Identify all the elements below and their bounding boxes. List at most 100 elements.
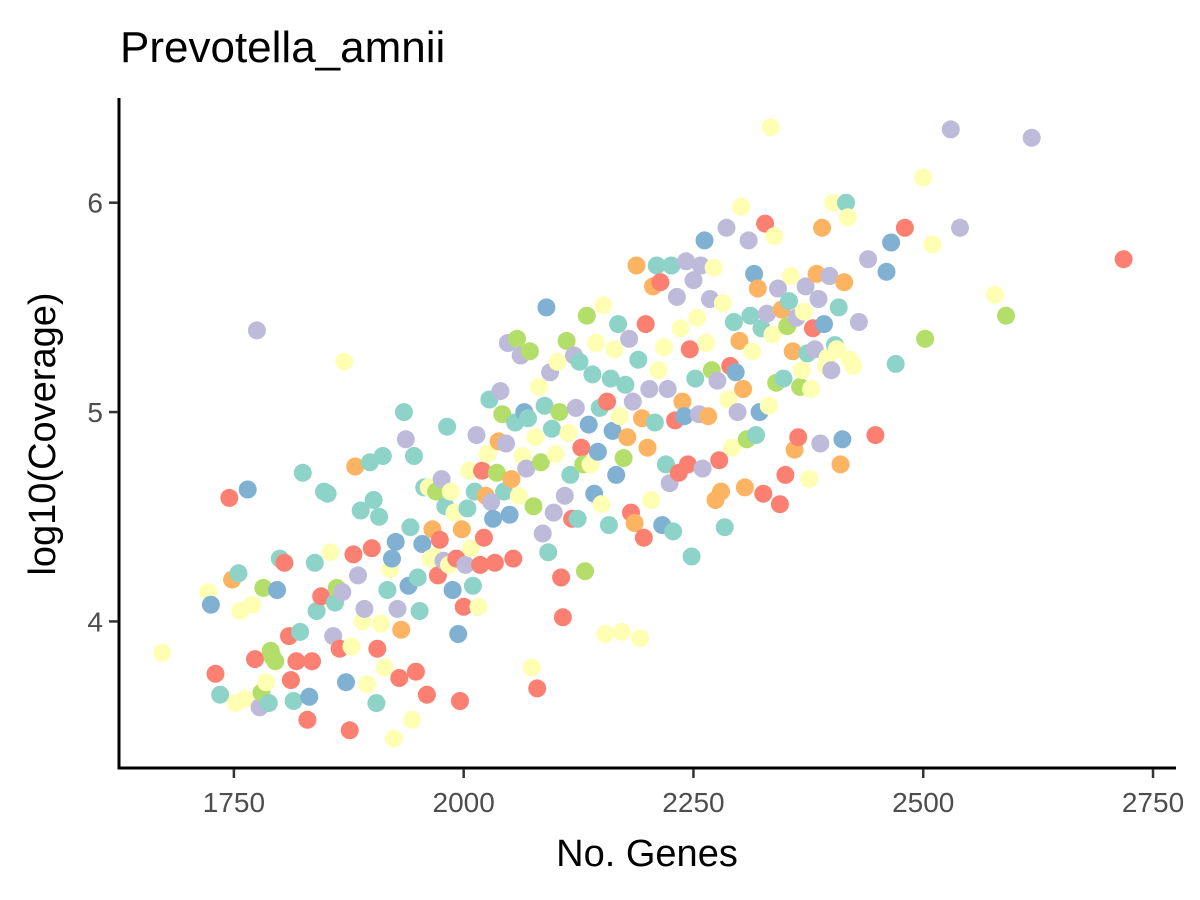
- data-point: [220, 488, 239, 507]
- data-point: [781, 267, 800, 285]
- y-ticks: 4 5 6: [87, 188, 118, 637]
- points-layer: [153, 118, 1133, 748]
- data-point: [533, 524, 552, 543]
- data-point: [362, 539, 381, 558]
- data-point: [588, 442, 607, 461]
- data-point: [254, 578, 273, 597]
- data-point: [783, 342, 802, 361]
- data-point: [638, 438, 657, 457]
- data-point: [473, 461, 492, 480]
- data-point: [678, 455, 697, 474]
- data-point: [452, 520, 471, 539]
- data-point: [456, 555, 475, 574]
- data-point: [555, 486, 574, 505]
- data-point: [526, 428, 545, 447]
- data-point: [451, 692, 469, 710]
- data-point: [866, 426, 885, 445]
- data-point: [247, 321, 266, 340]
- data-point: [531, 453, 550, 472]
- data-point: [438, 417, 457, 436]
- data-point: [318, 484, 337, 503]
- data-point: [566, 398, 585, 417]
- data-point: [601, 369, 620, 388]
- data-point: [833, 430, 852, 449]
- data-point: [568, 509, 587, 528]
- data-point: [616, 375, 635, 394]
- data-point: [710, 451, 729, 470]
- data-point: [596, 625, 615, 643]
- data-point: [723, 438, 742, 457]
- data-point: [656, 455, 675, 474]
- data-point: [715, 518, 734, 537]
- data-point: [368, 639, 387, 658]
- data-point: [430, 530, 449, 549]
- data-point: [835, 273, 854, 292]
- data-point: [454, 597, 473, 616]
- data-point: [789, 428, 808, 447]
- data-point: [364, 491, 383, 509]
- data-point: [300, 687, 319, 706]
- data-point: [838, 208, 857, 227]
- data-point: [229, 564, 248, 583]
- data-point: [732, 197, 751, 216]
- data-point: [813, 218, 832, 237]
- data-point: [293, 463, 312, 482]
- data-point: [664, 522, 683, 541]
- data-point: [699, 407, 718, 426]
- data-point: [717, 218, 736, 237]
- data-point: [557, 331, 576, 350]
- data-point: [770, 495, 789, 514]
- data-point: [649, 361, 668, 380]
- data-point: [780, 292, 798, 311]
- data-point: [923, 235, 942, 254]
- x-tick-label: 2250: [662, 787, 724, 818]
- data-point: [390, 669, 409, 687]
- data-point: [802, 380, 821, 398]
- data-point: [882, 233, 901, 252]
- data-point: [275, 553, 294, 572]
- data-point: [201, 595, 220, 614]
- data-point: [712, 482, 730, 501]
- data-point: [519, 409, 537, 428]
- data-point: [837, 193, 855, 212]
- data-point: [401, 518, 420, 537]
- data-point: [243, 595, 262, 614]
- data-point: [410, 602, 429, 620]
- data-point: [517, 459, 536, 478]
- data-point: [344, 545, 363, 564]
- data-point: [708, 371, 727, 390]
- data-point: [502, 470, 521, 489]
- data-point: [800, 470, 819, 489]
- data-point: [667, 287, 686, 306]
- data-point: [792, 361, 811, 380]
- data-point: [259, 694, 278, 713]
- data-point: [794, 302, 813, 321]
- data-point: [372, 614, 390, 633]
- data-point: [724, 313, 743, 331]
- data-point: [719, 390, 738, 409]
- data-point: [827, 340, 846, 359]
- data-point: [612, 622, 631, 641]
- data-point: [734, 380, 753, 398]
- data-point: [730, 331, 749, 350]
- data-point: [238, 480, 257, 499]
- data-point: [609, 315, 628, 334]
- data-point: [537, 298, 556, 317]
- data-point: [576, 562, 594, 581]
- data-point: [413, 535, 432, 553]
- data-point: [303, 652, 321, 671]
- data-point: [769, 279, 787, 298]
- data-point: [951, 218, 969, 237]
- data-point: [408, 568, 427, 587]
- data-point: [607, 465, 626, 484]
- x-tick-label: 2000: [433, 787, 495, 818]
- data-point: [384, 729, 403, 748]
- data-point: [754, 484, 773, 503]
- data-point: [482, 493, 501, 512]
- data-point: [688, 308, 707, 327]
- data-point: [458, 499, 477, 518]
- data-point: [572, 438, 591, 457]
- data-point: [548, 352, 567, 371]
- data-point: [235, 689, 254, 708]
- data-point: [1114, 250, 1133, 269]
